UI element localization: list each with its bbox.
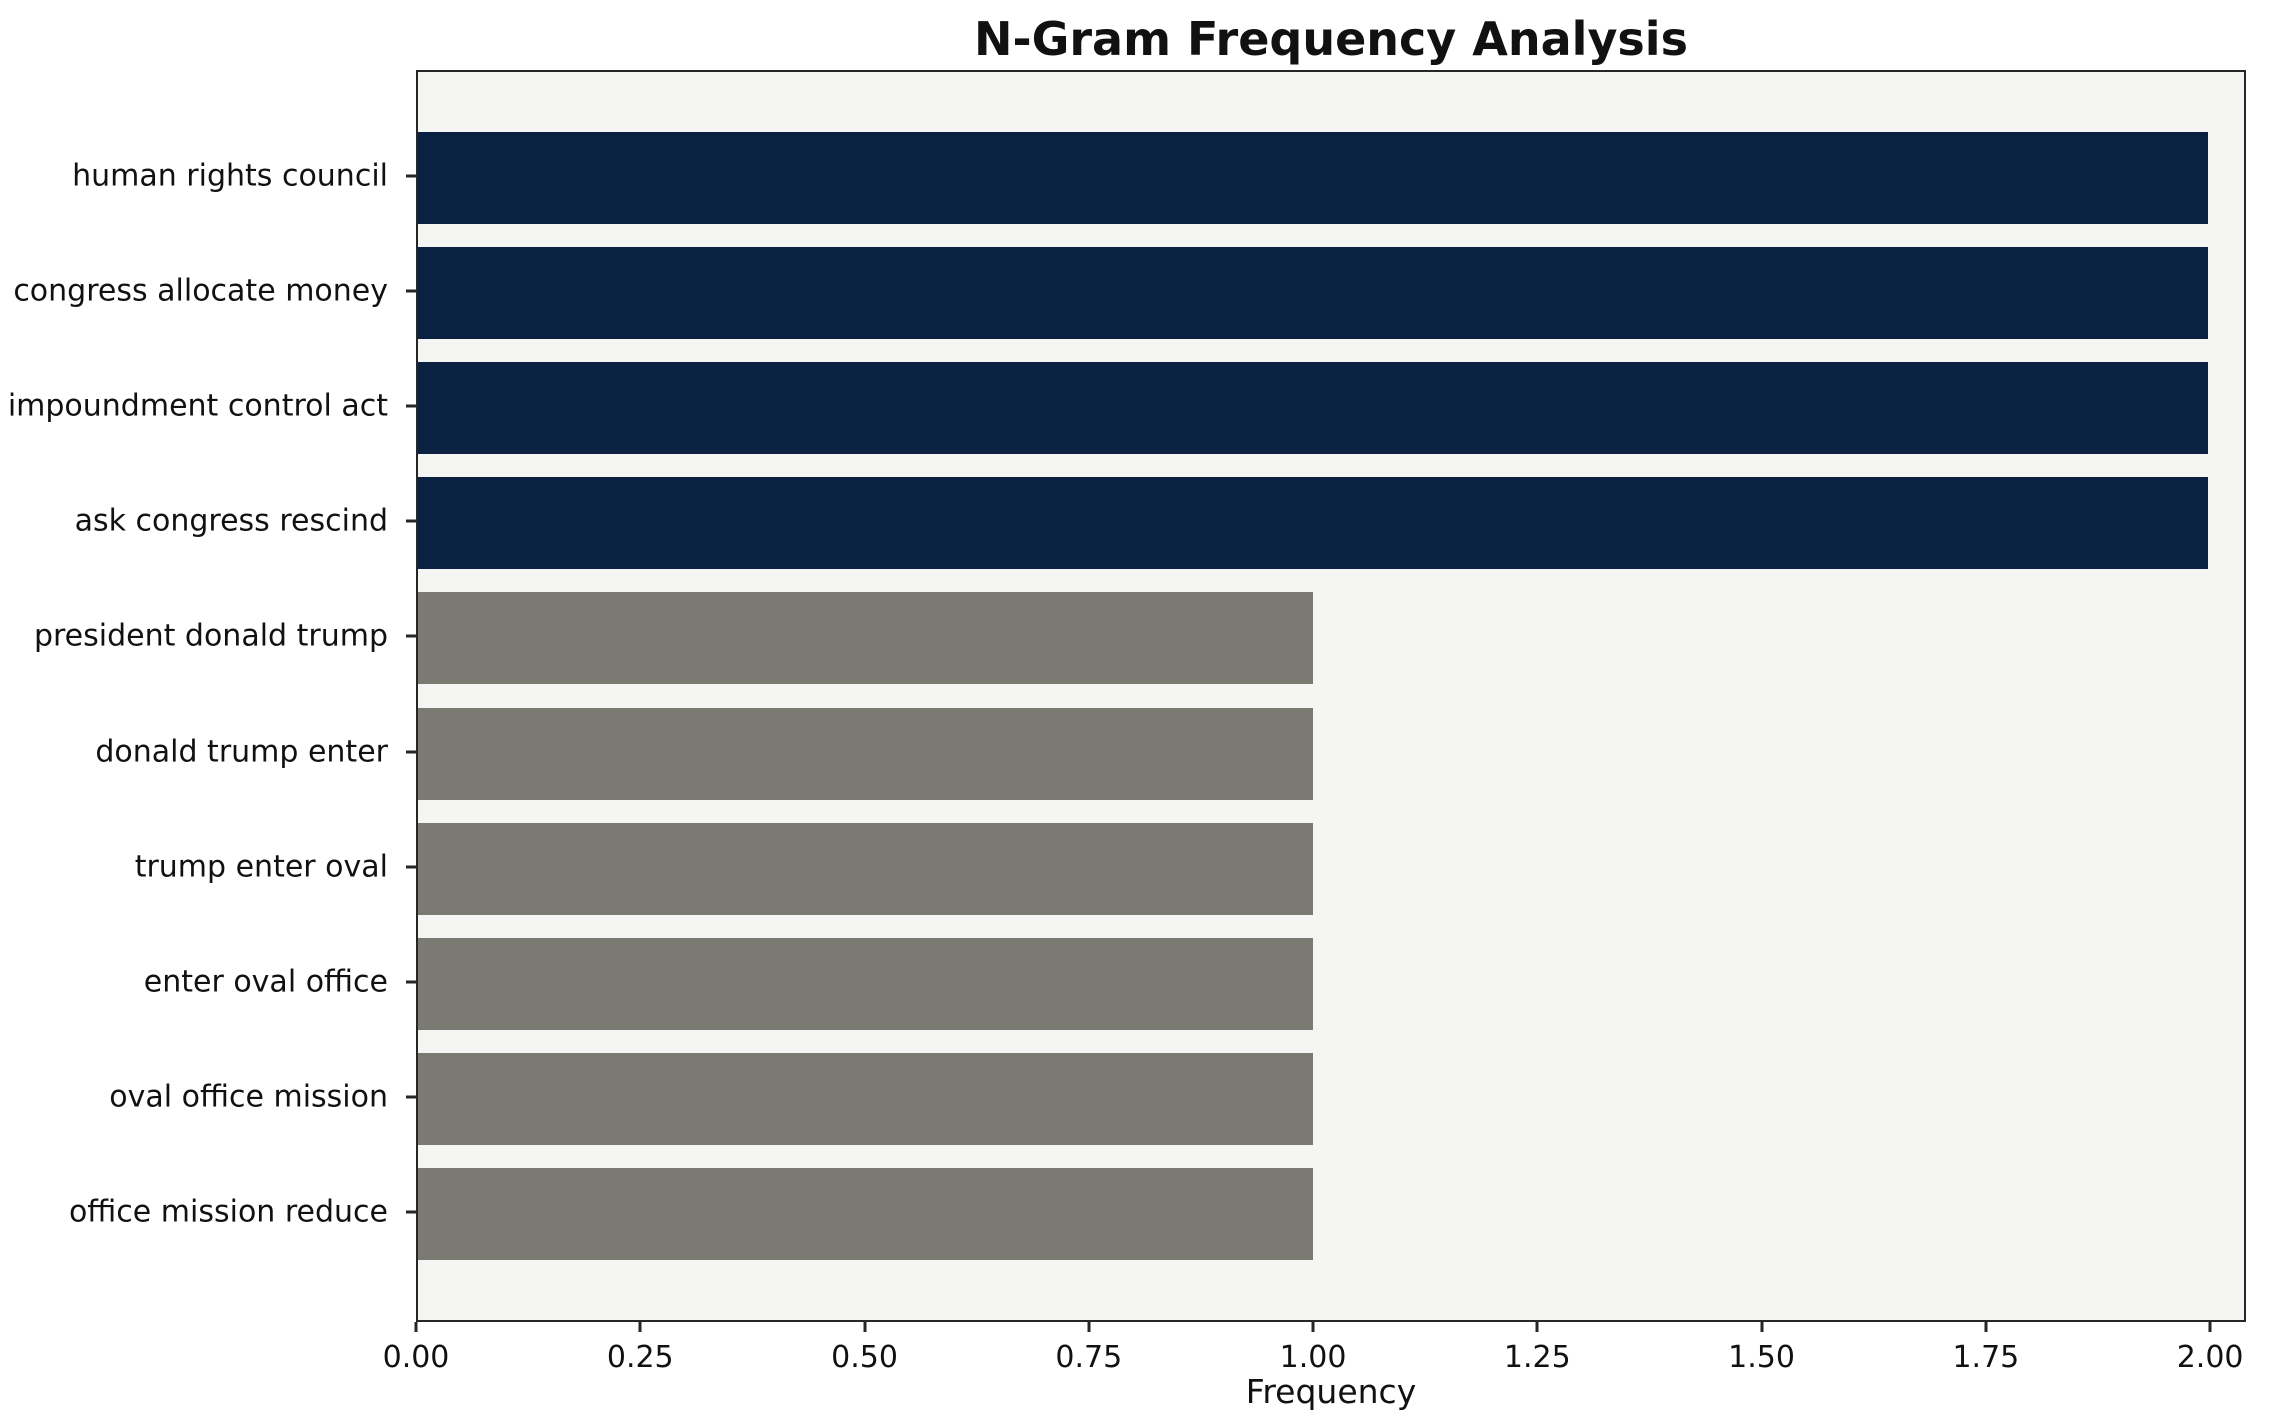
y-axis: human rights council congress allocate mo… [0,70,416,1322]
x-tick [638,1322,642,1332]
bar [418,132,2209,225]
y-tick-label: impoundment control act [7,388,388,424]
x-tick [1311,1322,1315,1332]
x-tick-label: 1.00 [1279,1340,1347,1375]
bar [418,1167,1314,1260]
x-axis-label: Frequency [1245,1372,1417,1411]
y-tick [406,1095,416,1099]
y-tick [406,980,416,984]
y-tick-label: ask congress rescind [74,503,388,539]
y-tick [406,519,416,523]
bar [418,937,1314,1030]
y-tick-label: congress allocate money [13,273,388,309]
x-axis: 0.00 0.25 0.50 0.75 1.00 1.25 1.50 1.75 2.00 [383,1322,2246,1386]
plot-area [416,70,2246,1322]
y-tick-label: donald trump enter [95,734,388,770]
y-tick [406,634,416,638]
y-tick [406,174,416,178]
y-tick [406,289,416,293]
x-tick-label: 0.00 [382,1340,450,1375]
bar [418,822,1314,915]
y-tick-label: trump enter oval [134,849,388,885]
y-tick [406,1210,416,1214]
x-tick-label: 2.00 [2176,1340,2244,1375]
x-tick [1984,1322,1988,1332]
x-tick-label: 0.75 [1055,1340,1123,1375]
x-tick [1087,1322,1091,1332]
y-tick-label: enter oval office [143,964,388,1000]
x-tick-label: 1.50 [1728,1340,1795,1375]
chart-title: N-Gram Frequency Analysis [974,12,1688,66]
x-tick [863,1322,867,1332]
x-tick [1535,1322,1539,1332]
y-tick [406,865,416,869]
y-tick [406,750,416,754]
bar [418,362,2209,455]
bar [418,1052,1314,1145]
y-tick-label: office mission reduce [68,1194,388,1230]
y-tick-label: president donald trump [33,618,388,654]
x-tick-label: 0.25 [606,1340,674,1375]
y-tick-label: human rights council [72,158,388,194]
bar [418,707,1314,800]
x-tick [414,1322,418,1332]
x-tick-label: 1.75 [1952,1340,2020,1375]
x-tick-label: 1.25 [1503,1340,1571,1375]
bar [418,477,2209,570]
y-tick-label: oval office mission [109,1079,388,1115]
bar [418,592,1314,685]
x-tick-label: 0.50 [831,1340,898,1375]
bar [418,247,2209,340]
x-tick [1760,1322,1764,1332]
y-tick [406,404,416,408]
x-tick [2208,1322,2212,1332]
